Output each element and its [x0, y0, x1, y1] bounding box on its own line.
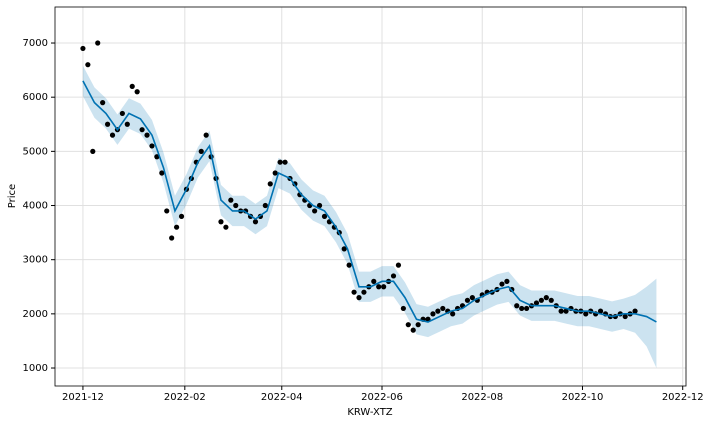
data-point: [139, 127, 145, 133]
x-tick-label: 2022-04: [261, 392, 303, 403]
data-point: [233, 202, 239, 209]
data-point: [95, 40, 101, 46]
data-point: [109, 132, 116, 138]
y-tick-label: 4000: [23, 201, 48, 212]
data-point: [80, 45, 86, 52]
data-point: [548, 297, 554, 303]
y-tick-label: 1000: [23, 363, 48, 374]
x-tick-label: 2021-12: [62, 392, 104, 403]
data-point: [124, 121, 130, 127]
data-point: [538, 297, 544, 303]
data-point: [90, 148, 96, 154]
data-point: [440, 305, 446, 312]
data-point: [312, 208, 318, 214]
data-point: [410, 327, 416, 333]
x-tick-label: 2022-10: [562, 392, 604, 403]
data-point: [435, 308, 441, 314]
data-point: [632, 308, 638, 314]
data-point: [558, 308, 564, 314]
data-point: [583, 311, 589, 317]
data-point: [361, 289, 367, 295]
x-tick-label: 2022-12: [662, 392, 704, 403]
y-tick-label: 5000: [23, 146, 48, 157]
data-point: [164, 208, 170, 214]
data-point: [85, 62, 91, 68]
data-point: [321, 213, 328, 219]
data-point: [499, 281, 505, 287]
data-point: [622, 313, 628, 320]
data-point: [405, 322, 411, 328]
data-point: [100, 100, 106, 106]
data-point: [282, 159, 288, 165]
y-axis-label: Price: [7, 184, 18, 208]
plot-area: [55, 7, 686, 386]
data-point: [159, 170, 165, 176]
data-point: [504, 278, 510, 284]
data-point: [267, 181, 273, 187]
data-point: [376, 284, 382, 290]
data-point: [543, 295, 549, 301]
data-point: [381, 284, 387, 290]
data-point: [198, 148, 204, 154]
data-point: [514, 303, 520, 309]
x-tick-label: 2022-06: [361, 392, 403, 403]
y-tick-label: 7000: [23, 38, 48, 49]
data-point: [252, 219, 259, 225]
forecast-line: [82, 80, 657, 323]
y-tick-label: 2000: [23, 309, 48, 320]
plot-frame: [54, 6, 687, 387]
data-point: [218, 219, 224, 225]
y-tick-label: 3000: [23, 255, 48, 266]
x-axis-label: KRW-XTZ: [347, 407, 392, 418]
data-point: [173, 224, 180, 230]
data-point: [144, 132, 150, 138]
data-point: [178, 213, 185, 219]
x-tick-label: 2022-02: [164, 392, 206, 403]
x-tick-label: 2022-08: [461, 392, 503, 403]
data-point: [533, 300, 540, 306]
data-point: [563, 308, 569, 314]
data-point: [228, 197, 234, 203]
y-tick-label: 6000: [23, 92, 48, 103]
data-point: [149, 143, 155, 149]
data-point: [316, 202, 323, 209]
data-point: [169, 235, 175, 241]
data-point: [277, 159, 283, 165]
data-point: [450, 311, 456, 317]
data-point: [524, 305, 530, 312]
data-point: [597, 308, 604, 314]
data-point: [469, 295, 475, 301]
data-point: [430, 311, 436, 317]
data-point: [395, 262, 402, 268]
data-point: [346, 262, 352, 268]
data-point: [464, 297, 471, 303]
data-point: [390, 273, 397, 279]
data-point: [371, 278, 377, 284]
data-point: [134, 89, 140, 95]
data-point: [400, 305, 406, 312]
data-point: [154, 154, 160, 160]
data-point: [119, 110, 125, 117]
data-point: [356, 295, 362, 301]
data-point: [351, 289, 357, 295]
data-point: [341, 246, 347, 252]
data-point: [223, 224, 229, 230]
data-point: [203, 132, 209, 138]
data-point: [262, 202, 268, 209]
data-point: [519, 305, 525, 312]
data-point: [272, 170, 278, 176]
data-point: [129, 83, 135, 89]
data-point: [104, 121, 111, 127]
data-point: [415, 322, 421, 328]
